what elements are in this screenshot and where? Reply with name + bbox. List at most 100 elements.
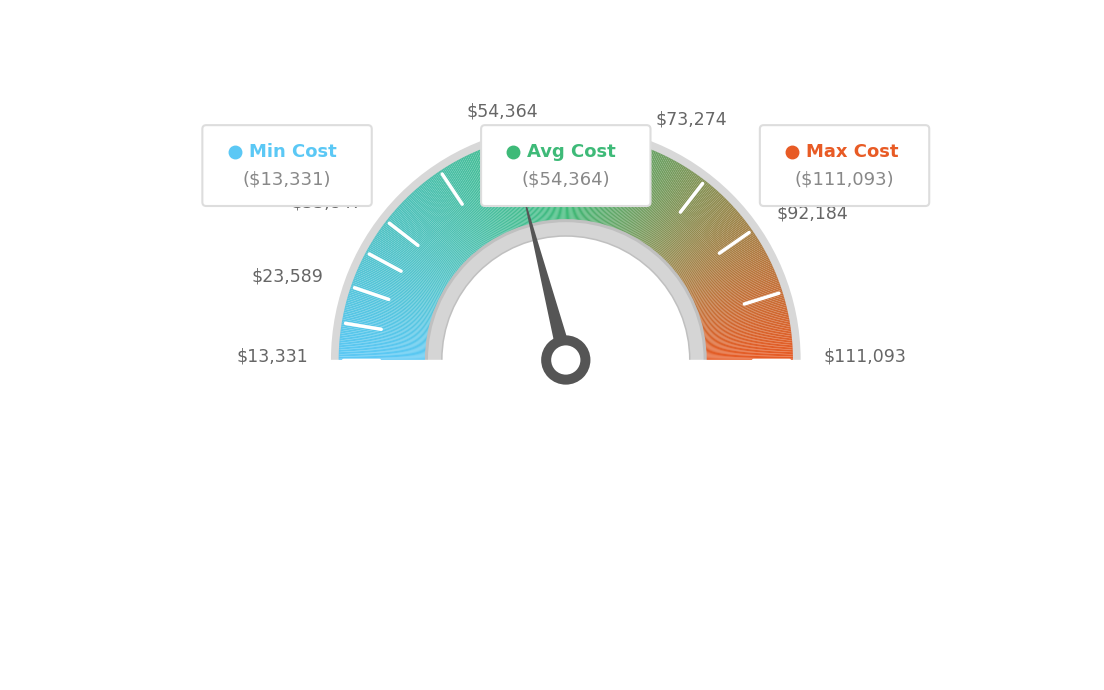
Wedge shape xyxy=(361,260,449,304)
Wedge shape xyxy=(690,297,785,325)
Wedge shape xyxy=(626,159,672,246)
Wedge shape xyxy=(647,183,709,259)
Wedge shape xyxy=(482,148,519,239)
Wedge shape xyxy=(575,133,584,231)
Wedge shape xyxy=(651,190,718,264)
Wedge shape xyxy=(643,177,702,257)
Wedge shape xyxy=(670,225,750,284)
Wedge shape xyxy=(585,135,602,233)
Wedge shape xyxy=(624,157,669,245)
Wedge shape xyxy=(675,237,757,290)
Wedge shape xyxy=(617,152,658,242)
Wedge shape xyxy=(615,150,655,241)
Wedge shape xyxy=(443,168,497,251)
Wedge shape xyxy=(583,135,597,232)
Wedge shape xyxy=(607,145,641,238)
Wedge shape xyxy=(370,243,455,294)
Wedge shape xyxy=(479,150,518,241)
Wedge shape xyxy=(424,181,486,259)
Wedge shape xyxy=(670,226,751,285)
Wedge shape xyxy=(672,233,755,288)
Wedge shape xyxy=(546,134,555,231)
Wedge shape xyxy=(354,277,446,313)
Wedge shape xyxy=(392,213,467,277)
Wedge shape xyxy=(684,270,775,310)
Wedge shape xyxy=(428,222,703,360)
Wedge shape xyxy=(680,252,766,299)
Wedge shape xyxy=(534,135,549,232)
Wedge shape xyxy=(627,160,676,246)
Wedge shape xyxy=(691,302,786,328)
Wedge shape xyxy=(577,134,587,231)
Wedge shape xyxy=(340,333,437,346)
Wedge shape xyxy=(339,348,437,354)
Wedge shape xyxy=(360,264,448,306)
Wedge shape xyxy=(411,193,478,266)
Wedge shape xyxy=(358,268,447,308)
Wedge shape xyxy=(628,161,677,247)
Wedge shape xyxy=(605,144,636,237)
Wedge shape xyxy=(641,176,701,256)
Wedge shape xyxy=(645,179,705,258)
Wedge shape xyxy=(590,137,611,233)
Wedge shape xyxy=(526,136,543,233)
Wedge shape xyxy=(694,335,792,347)
Wedge shape xyxy=(635,168,689,251)
Wedge shape xyxy=(662,210,737,275)
Wedge shape xyxy=(505,141,532,235)
Wedge shape xyxy=(508,140,533,235)
Wedge shape xyxy=(630,163,680,248)
Text: Max Cost: Max Cost xyxy=(806,143,899,161)
Wedge shape xyxy=(490,145,524,238)
Wedge shape xyxy=(373,238,457,292)
Wedge shape xyxy=(570,133,575,230)
Wedge shape xyxy=(527,136,544,233)
Wedge shape xyxy=(666,215,742,278)
Wedge shape xyxy=(555,133,561,230)
Wedge shape xyxy=(572,133,578,231)
Wedge shape xyxy=(480,149,518,240)
Wedge shape xyxy=(346,302,440,328)
Wedge shape xyxy=(539,135,552,232)
Wedge shape xyxy=(476,151,516,242)
Wedge shape xyxy=(394,210,469,275)
Wedge shape xyxy=(679,249,765,297)
Wedge shape xyxy=(438,171,493,253)
Wedge shape xyxy=(350,286,444,319)
Wedge shape xyxy=(692,314,788,335)
Wedge shape xyxy=(342,321,438,339)
Wedge shape xyxy=(341,324,438,341)
Wedge shape xyxy=(686,277,777,313)
Wedge shape xyxy=(691,307,787,331)
Wedge shape xyxy=(673,235,756,290)
Wedge shape xyxy=(678,246,763,296)
Wedge shape xyxy=(665,214,741,277)
Wedge shape xyxy=(650,187,714,262)
Wedge shape xyxy=(355,271,447,310)
Wedge shape xyxy=(418,186,482,262)
Wedge shape xyxy=(553,133,560,231)
Wedge shape xyxy=(693,326,790,342)
Wedge shape xyxy=(606,144,638,237)
Wedge shape xyxy=(686,275,777,313)
Wedge shape xyxy=(352,279,445,315)
Wedge shape xyxy=(454,162,502,248)
Wedge shape xyxy=(603,142,633,237)
Wedge shape xyxy=(340,335,437,347)
Wedge shape xyxy=(538,135,551,232)
Wedge shape xyxy=(566,133,570,230)
Wedge shape xyxy=(340,331,437,345)
Wedge shape xyxy=(415,188,481,263)
Wedge shape xyxy=(412,192,479,265)
Wedge shape xyxy=(344,307,440,331)
Wedge shape xyxy=(383,224,463,283)
Wedge shape xyxy=(696,357,793,359)
Wedge shape xyxy=(509,139,534,235)
Wedge shape xyxy=(586,136,603,233)
Wedge shape xyxy=(529,136,545,233)
Wedge shape xyxy=(689,290,783,321)
Wedge shape xyxy=(357,270,447,310)
Wedge shape xyxy=(690,298,785,326)
Wedge shape xyxy=(614,150,652,241)
Wedge shape xyxy=(372,240,456,293)
